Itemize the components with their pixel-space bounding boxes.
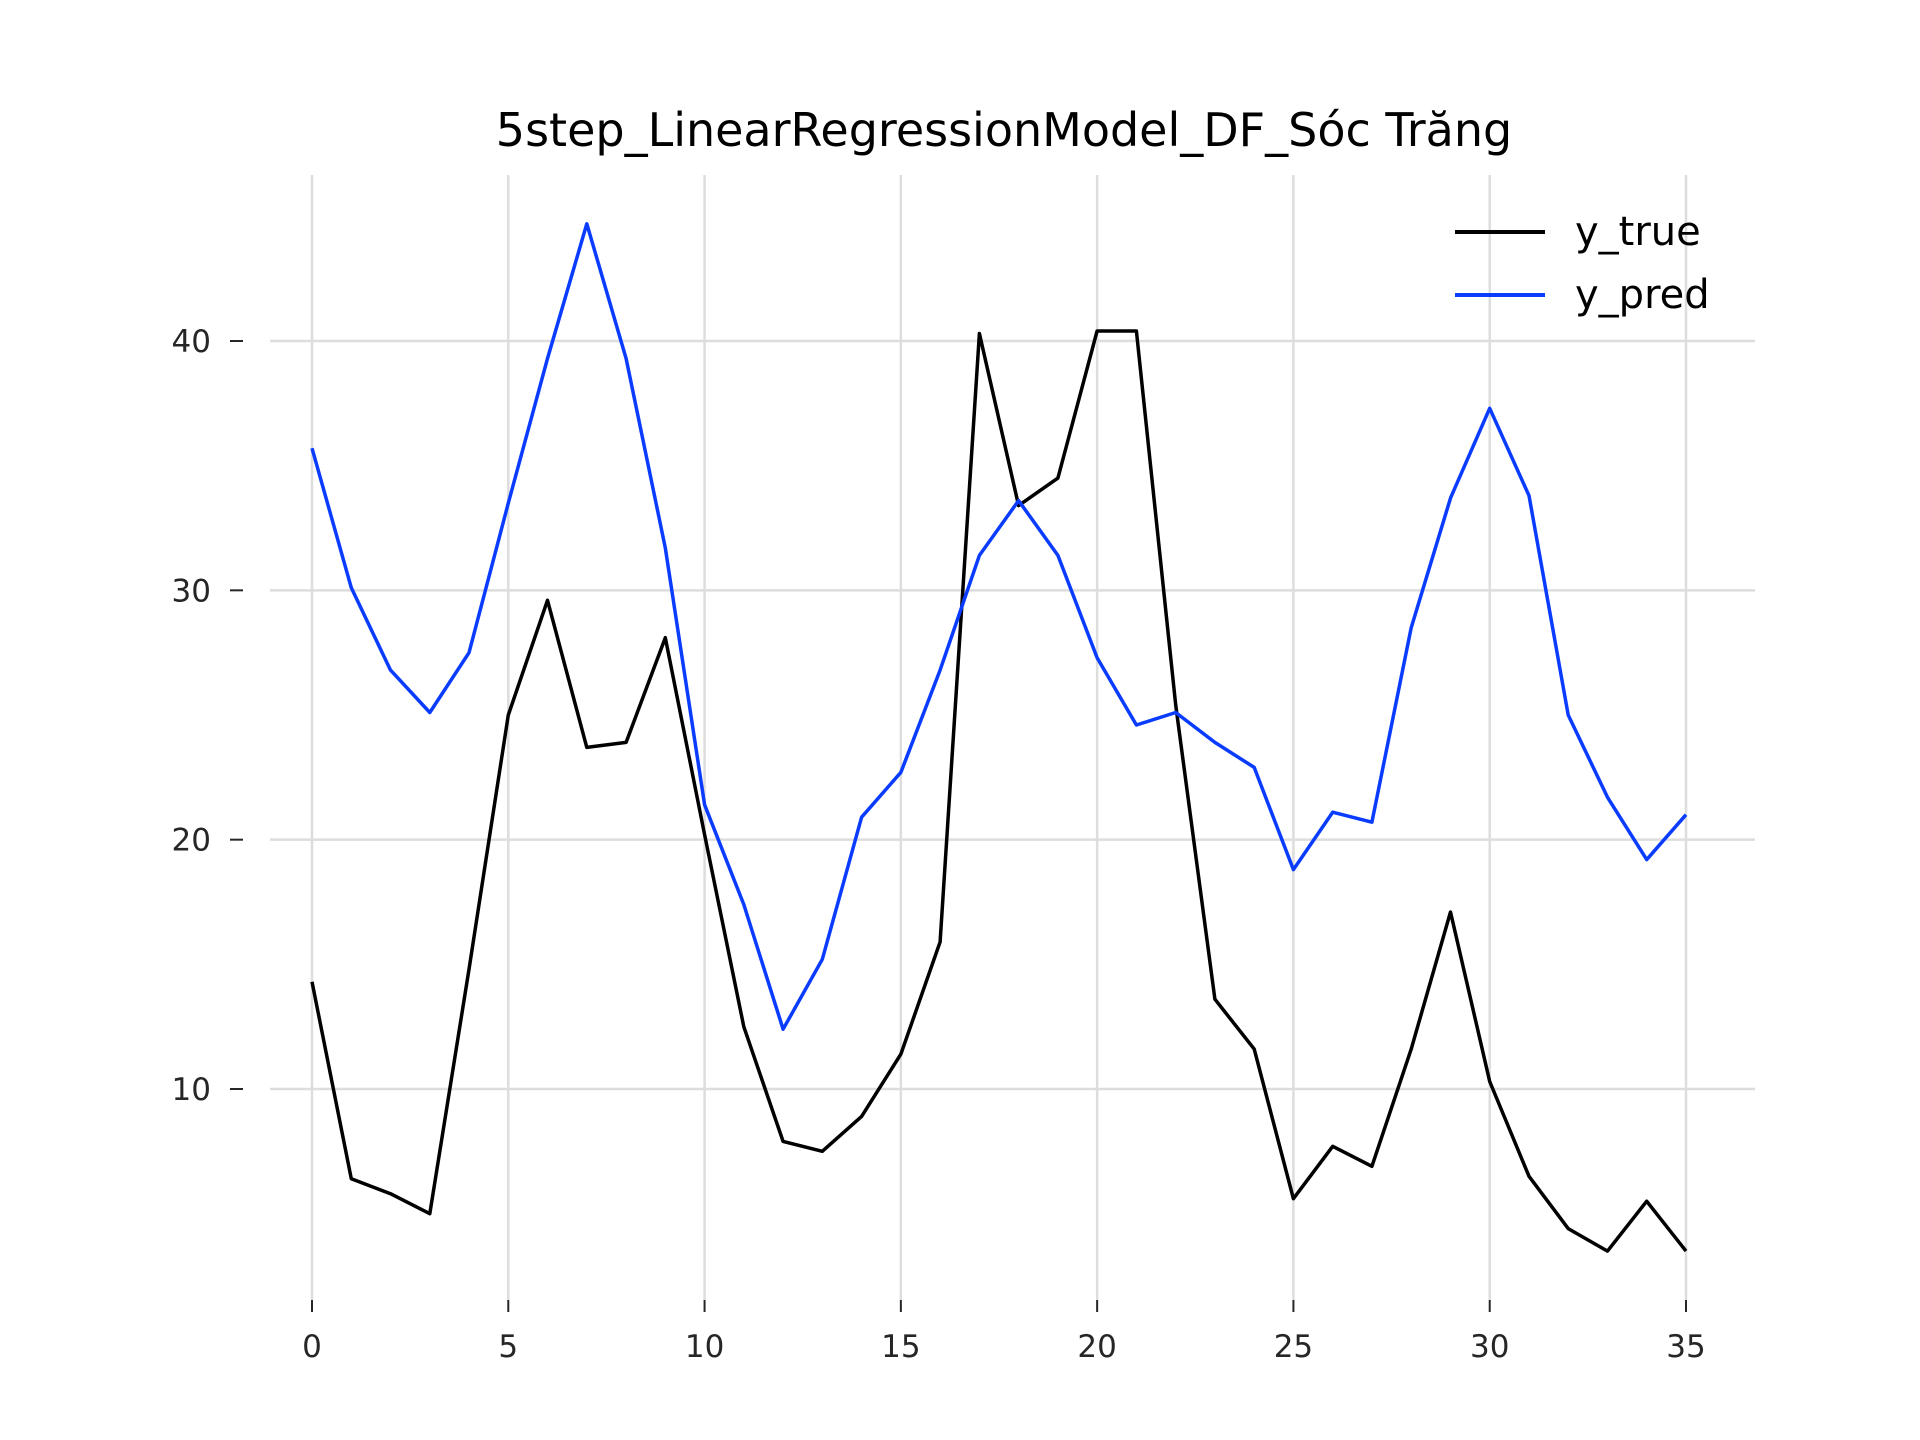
y-tick-label: 30	[172, 573, 211, 609]
chart-title: 5step_LinearRegressionModel_DF_Sóc Trăng	[496, 103, 1512, 157]
legend-label: y_pred	[1575, 272, 1710, 318]
x-tick-label: 15	[881, 1329, 920, 1365]
series-lines	[310, 222, 1688, 1253]
x-tick-label: 25	[1274, 1329, 1313, 1365]
x-tick-label: 0	[302, 1329, 322, 1365]
y-tick-label: 10	[172, 1072, 211, 1108]
x-tick-label: 30	[1470, 1329, 1509, 1365]
y-tick-label: 20	[172, 823, 211, 859]
series-y-true	[310, 329, 1688, 1253]
legend-label: y_true	[1575, 209, 1701, 255]
legend: y_true y_pred	[1455, 209, 1710, 318]
x-tick-label: 5	[498, 1329, 518, 1365]
y-tick-label: 40	[172, 324, 211, 360]
axis-ticks: 0 5 10 15 20 25 30 35 10 20 30 40	[172, 324, 1706, 1365]
series-line-y-true	[310, 329, 1688, 1253]
grid	[270, 175, 1755, 1300]
x-tick-label: 20	[1077, 1329, 1116, 1365]
series-y-pred	[310, 222, 1688, 1031]
series-line-y-pred	[310, 222, 1688, 1031]
x-tick-label: 35	[1666, 1329, 1705, 1365]
x-tick-label: 10	[685, 1329, 724, 1365]
